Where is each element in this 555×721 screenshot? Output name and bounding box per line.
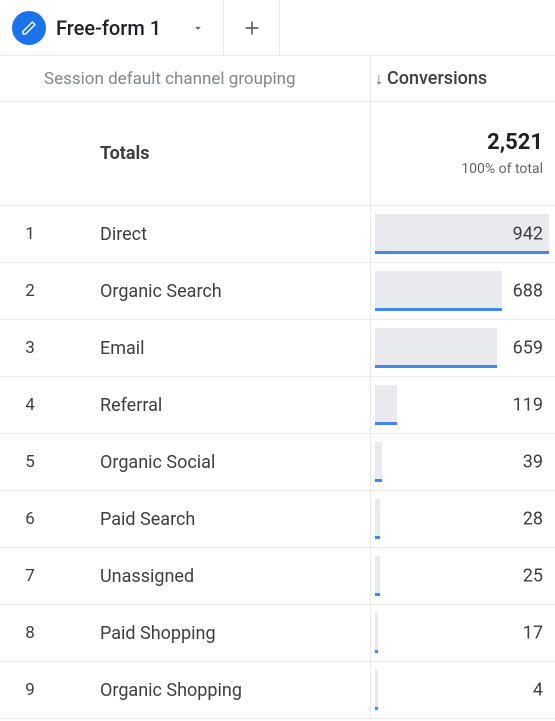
bar [375, 385, 397, 425]
bar [375, 442, 382, 482]
totals-value-cell: 2,521 100% of total [370, 102, 555, 205]
metric-header-label: Conversions [387, 68, 487, 89]
row-label: Email [60, 320, 370, 376]
dimension-header[interactable]: Session default channel grouping [0, 56, 370, 101]
row-index: 6 [0, 491, 60, 547]
row-value: 25 [523, 566, 543, 587]
bar [375, 613, 378, 653]
row-label: Organic Shopping [60, 662, 370, 718]
row-metric-cell: 17 [370, 605, 555, 661]
tab-title: Free-form 1 [56, 16, 161, 40]
totals-value: 2,521 [487, 130, 543, 155]
row-index: 8 [0, 605, 60, 661]
row-value: 659 [513, 338, 543, 359]
row-index: 3 [0, 320, 60, 376]
row-metric-cell: 25 [370, 548, 555, 604]
row-index: 7 [0, 548, 60, 604]
row-metric-cell: 39 [370, 434, 555, 490]
metric-header[interactable]: ↓ Conversions [370, 56, 555, 101]
table-row[interactable]: 5 Organic Social 39 [0, 434, 555, 491]
bar [375, 499, 380, 539]
row-index: 9 [0, 662, 60, 718]
row-value: 688 [513, 281, 543, 302]
table-row[interactable]: 7 Unassigned 25 [0, 548, 555, 605]
row-value: 942 [513, 224, 543, 245]
row-value: 28 [523, 509, 543, 530]
chevron-down-icon[interactable] [191, 21, 205, 35]
row-label: Direct [60, 206, 370, 262]
bar [375, 556, 380, 596]
sort-descending-icon: ↓ [375, 69, 383, 89]
bar [375, 271, 502, 311]
table-row[interactable]: 4 Referral 119 [0, 377, 555, 434]
row-label: Paid Shopping [60, 605, 370, 661]
totals-percent: 100% of total [461, 161, 543, 177]
row-value: 4 [533, 680, 543, 701]
add-tab-button[interactable] [224, 0, 280, 55]
row-metric-cell: 4 [370, 662, 555, 718]
row-metric-cell: 688 [370, 263, 555, 319]
table-row[interactable]: 1 Direct 942 [0, 206, 555, 263]
table-row[interactable]: 2 Organic Search 688 [0, 263, 555, 320]
tab-freeform[interactable]: Free-form 1 [0, 0, 224, 55]
column-headers: Session default channel grouping ↓ Conve… [0, 56, 555, 102]
row-label: Referral [60, 377, 370, 433]
row-label: Unassigned [60, 548, 370, 604]
row-metric-cell: 942 [370, 206, 555, 262]
row-index: 4 [0, 377, 60, 433]
totals-row: Totals 2,521 100% of total [0, 102, 555, 206]
totals-label: Totals [0, 102, 370, 205]
row-value: 39 [523, 452, 543, 473]
table-row[interactable]: 3 Email 659 [0, 320, 555, 377]
row-index: 1 [0, 206, 60, 262]
row-label: Organic Search [60, 263, 370, 319]
row-value: 119 [513, 395, 543, 416]
row-label: Organic Social [60, 434, 370, 490]
row-index: 2 [0, 263, 60, 319]
row-metric-cell: 119 [370, 377, 555, 433]
table-row[interactable]: 8 Paid Shopping 17 [0, 605, 555, 662]
row-metric-cell: 28 [370, 491, 555, 547]
table-row[interactable]: 9 Organic Shopping 4 [0, 662, 555, 719]
pencil-icon [12, 11, 46, 45]
row-metric-cell: 659 [370, 320, 555, 376]
tab-bar: Free-form 1 [0, 0, 555, 56]
data-rows: 1 Direct 942 2 Organic Search 688 3 Emai… [0, 206, 555, 719]
row-label: Paid Search [60, 491, 370, 547]
table-row[interactable]: 6 Paid Search 28 [0, 491, 555, 548]
bar [375, 670, 378, 710]
row-value: 17 [523, 623, 543, 644]
row-index: 5 [0, 434, 60, 490]
bar [375, 328, 497, 368]
